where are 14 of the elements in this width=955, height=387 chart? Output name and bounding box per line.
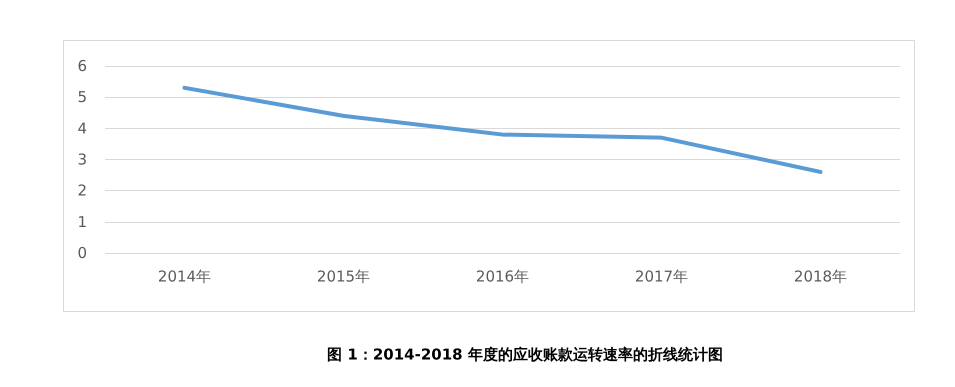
y-tick-label: 6 [77, 57, 87, 75]
line-series [182, 86, 822, 174]
y-tick-label: 1 [77, 212, 87, 231]
text: 图 1：2014-2018 年度的应收账款运转速率的折线统计图 [327, 346, 723, 364]
x-tick-label: 2014年 [158, 268, 212, 286]
x-tick-label: 2016年 [476, 268, 530, 286]
x-tick-label: 2018年 [794, 268, 848, 286]
x-tick-label: 2017年 [634, 268, 688, 286]
x-tick-label: 2015年 [316, 268, 370, 286]
y-tick-label: 5 [77, 88, 87, 106]
y-tick-label: 4 [77, 119, 87, 138]
y-tick-label: 0 [77, 244, 87, 262]
y-tick-label: 3 [77, 150, 87, 168]
y-tick-label: 2 [77, 182, 87, 200]
